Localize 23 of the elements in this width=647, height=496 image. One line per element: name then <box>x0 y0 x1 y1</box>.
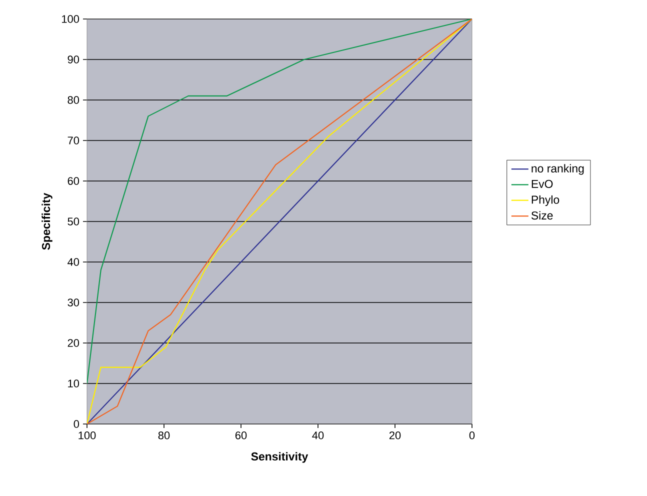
y-tick-label: 80 <box>68 96 80 104</box>
legend-label: no ranking <box>532 164 584 175</box>
x-tick-label: 40 <box>312 432 324 440</box>
x-tick-label: 60 <box>235 432 247 440</box>
x-tick-label: 0 <box>469 432 475 440</box>
y-tick-label: 50 <box>68 218 80 226</box>
y-tick-label: 90 <box>68 56 80 64</box>
y-tick-label: 40 <box>68 258 80 266</box>
legend-label: Phylo <box>532 195 560 206</box>
legend-label: Size <box>531 211 553 220</box>
x-tick-label: 20 <box>389 432 401 440</box>
x-axis-title: Sensitivity <box>251 452 308 463</box>
legend-label: EvO <box>532 180 553 188</box>
x-tick-label: 80 <box>158 432 170 440</box>
y-tick-label: 30 <box>68 298 80 306</box>
y-tick-label: 0 <box>74 420 80 428</box>
y-tick-label: 60 <box>68 177 80 185</box>
y-tick-label: 100 <box>62 15 80 23</box>
x-tick-label: 100 <box>78 432 96 440</box>
y-tick-label: 20 <box>68 339 80 347</box>
y-tick-label: 70 <box>68 136 80 144</box>
y-axis-title: Specificity <box>42 192 52 250</box>
y-tick-label: 10 <box>68 380 80 388</box>
